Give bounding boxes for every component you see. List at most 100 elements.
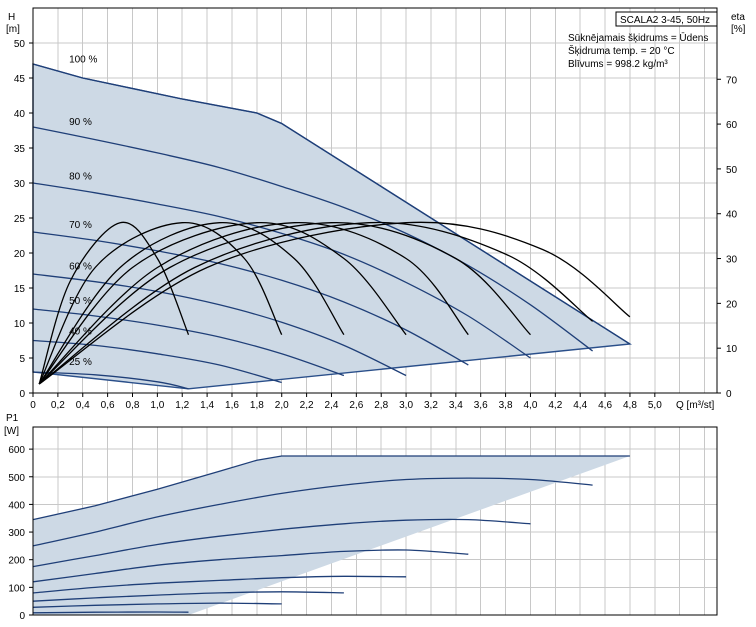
power-curve bbox=[32, 611, 189, 614]
power-curve bbox=[32, 455, 630, 521]
bottom-plot-frame bbox=[32, 426, 718, 616]
speed-label: 90 % bbox=[69, 117, 92, 128]
h-tick-label: 10 bbox=[14, 319, 26, 330]
power-curves bbox=[32, 455, 630, 614]
h-tick-label: 15 bbox=[14, 284, 26, 295]
q-tick-label: 1,8 bbox=[250, 400, 264, 411]
q-tick-label: 4,2 bbox=[548, 400, 562, 411]
h-axis-label: H bbox=[8, 12, 15, 23]
top-plot-frame bbox=[32, 7, 718, 394]
efficiency-curve bbox=[38, 221, 631, 385]
efficiency-curve bbox=[38, 222, 283, 385]
power-curve bbox=[32, 575, 407, 594]
q-tick-label: 2,8 bbox=[374, 400, 388, 411]
h-axis-ticks: 0 5 10 15 20 25 30 35 40 45 50 bbox=[14, 39, 33, 400]
h-tick-label: 5 bbox=[19, 354, 25, 365]
h-tick-label: 25 bbox=[14, 214, 26, 225]
eta-tick-label: 20 bbox=[726, 299, 738, 310]
efficiency-curve bbox=[38, 221, 190, 385]
efficiency-curves bbox=[38, 221, 631, 385]
p1-axis-ticks: 0 100 200 300 400 500 600 bbox=[8, 445, 33, 622]
q-tick-label: 0 bbox=[30, 400, 36, 411]
q-tick-label: 3,2 bbox=[424, 400, 438, 411]
head-curve bbox=[32, 308, 345, 377]
q-tick-label: 0,8 bbox=[126, 400, 140, 411]
power-curve bbox=[32, 549, 469, 583]
h-axis-unit: [m] bbox=[6, 24, 20, 35]
head-curve bbox=[32, 182, 531, 359]
h-tick-label: 20 bbox=[14, 249, 26, 260]
q-tick-label: 4,0 bbox=[524, 400, 538, 411]
q-tick-label: 3,8 bbox=[499, 400, 513, 411]
q-axis-ticks: 0 0,2 0,4 0,6 0,8 1,0 1,2 1,4 1,6 1,8 2,0 2,2 2,4 2,6… bbox=[30, 393, 662, 411]
power-curve bbox=[32, 602, 282, 608]
fluid-label: Sūknējamais šķidrums = Ūdens bbox=[568, 32, 708, 44]
h-tick-label: 35 bbox=[14, 144, 26, 155]
p1-tick-label: 200 bbox=[8, 556, 25, 567]
q-tick-label: 3,4 bbox=[449, 400, 463, 411]
efficiency-curve bbox=[38, 221, 593, 385]
eta-tick-label: 40 bbox=[726, 210, 738, 221]
efficiency-curve bbox=[38, 222, 407, 385]
q-tick-label: 0,4 bbox=[76, 400, 90, 411]
h-tick-label: 45 bbox=[14, 74, 26, 85]
q-tick-label: 2,4 bbox=[325, 400, 339, 411]
speed-label: 40 % bbox=[69, 327, 92, 338]
temp-label: Šķidruma temp. = 20 °C bbox=[568, 44, 675, 57]
power-curve-panel: 0 100 200 300 400 500 600 P1 [W] bbox=[4, 413, 718, 622]
h-tick-label: 40 bbox=[14, 109, 26, 120]
q-tick-label: 4,8 bbox=[623, 400, 637, 411]
head-curve bbox=[32, 126, 593, 352]
q-tick-label: 5,0 bbox=[648, 400, 662, 411]
h-tick-label: 0 bbox=[19, 389, 25, 400]
eta-tick-label: 70 bbox=[726, 75, 738, 86]
p1-axis-label: P1 bbox=[6, 413, 19, 424]
bottom-envelope-layer bbox=[33, 456, 630, 615]
head-curve bbox=[32, 231, 469, 366]
p1-tick-label: 300 bbox=[8, 528, 25, 539]
p1-tick-label: 600 bbox=[8, 445, 25, 456]
q-axis-label: Q [m³/st] bbox=[676, 400, 715, 411]
model-label: SCALA2 3-45, 50Hz bbox=[620, 15, 710, 26]
q-tick-label: 3,0 bbox=[399, 400, 413, 411]
efficiency-curve bbox=[38, 222, 531, 385]
speed-label: 60 % bbox=[69, 261, 92, 272]
p1-tick-label: 400 bbox=[8, 500, 25, 511]
density-label: Blīvums = 998.2 kg/m³ bbox=[568, 59, 668, 70]
head-curve bbox=[32, 63, 631, 345]
head-curve-panel: 100 % 90 % 80 % 70 % 60 % 50 % 40 % 25 % 0 0,2 0,… bbox=[6, 7, 746, 411]
q-tick-label: 1,6 bbox=[225, 400, 239, 411]
speed-labels: 100 % 90 % 80 % 70 % 60 % 50 % 40 % 25 % bbox=[69, 55, 97, 368]
q-tick-label: 0,6 bbox=[101, 400, 115, 411]
power-curve bbox=[32, 518, 531, 568]
p1-tick-label: 0 bbox=[19, 611, 25, 622]
speed-label: 50 % bbox=[69, 296, 92, 307]
p1-axis-unit: [W] bbox=[4, 426, 19, 437]
eta-tick-label: 50 bbox=[726, 165, 738, 176]
q-tick-label: 2,2 bbox=[300, 400, 314, 411]
efficiency-curve bbox=[38, 222, 345, 385]
model-box bbox=[615, 11, 718, 27]
eta-axis-label: eta bbox=[731, 12, 745, 23]
q-tick-label: 2,6 bbox=[349, 400, 363, 411]
eta-tick-label: 0 bbox=[726, 389, 732, 400]
q-tick-label: 3,6 bbox=[474, 400, 488, 411]
q-tick-label: 1,4 bbox=[200, 400, 214, 411]
power-curve bbox=[32, 477, 593, 547]
q-tick-label: 0,2 bbox=[51, 400, 65, 411]
head-curves bbox=[32, 63, 631, 390]
power-envelope bbox=[33, 456, 630, 615]
p1-tick-label: 100 bbox=[8, 583, 25, 594]
h-tick-label: 50 bbox=[14, 39, 26, 50]
q-tick-label: 2,0 bbox=[275, 400, 289, 411]
speed-label: 70 % bbox=[69, 220, 92, 231]
h-tick-label: 30 bbox=[14, 179, 26, 190]
speed-label: 25 % bbox=[69, 357, 92, 368]
info-box: SCALA2 3-45, 50Hz Sūknējamais šķidrums =… bbox=[568, 11, 718, 70]
head-curve bbox=[32, 273, 407, 377]
speed-label: 100 % bbox=[69, 55, 97, 66]
speed-label: 80 % bbox=[69, 172, 92, 183]
eta-tick-label: 10 bbox=[726, 344, 738, 355]
eta-axis-unit: [%] bbox=[731, 24, 746, 35]
